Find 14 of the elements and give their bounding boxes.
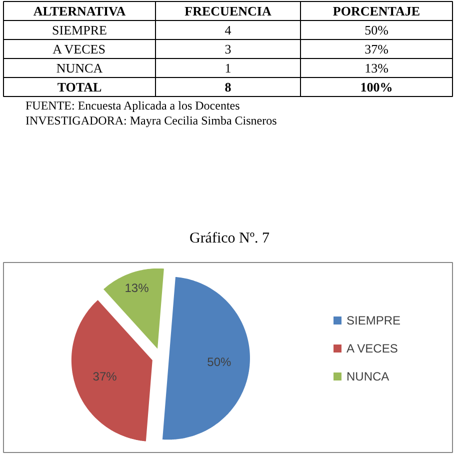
data-label: 50% <box>207 355 232 370</box>
text: ALTERNATIVA FRECUENCIA PORCENTAJE <box>33 4 420 18</box>
legend-label: A VECES <box>346 342 398 356</box>
chart-title: Gráfico Nº. 7 <box>189 230 270 246</box>
text: INVESTIGADORA: Mayra Cecilia Simba Cisneros <box>26 114 278 128</box>
text: NUNCA 1 13% <box>56 60 388 76</box>
data-label: 37% <box>92 369 118 384</box>
text: A VECES 3 37% <box>52 42 388 56</box>
legend-label: NUNCA <box>346 370 390 384</box>
text: SIEMPRE 4 50% <box>52 22 388 38</box>
text: TOTAL 8 100% <box>57 80 393 94</box>
source-note: FUENTE: Encuesta Aplicada a los Docentes <box>26 98 240 112</box>
legend-label: SIEMPRE <box>346 314 401 328</box>
data-label: 13% <box>124 280 150 295</box>
